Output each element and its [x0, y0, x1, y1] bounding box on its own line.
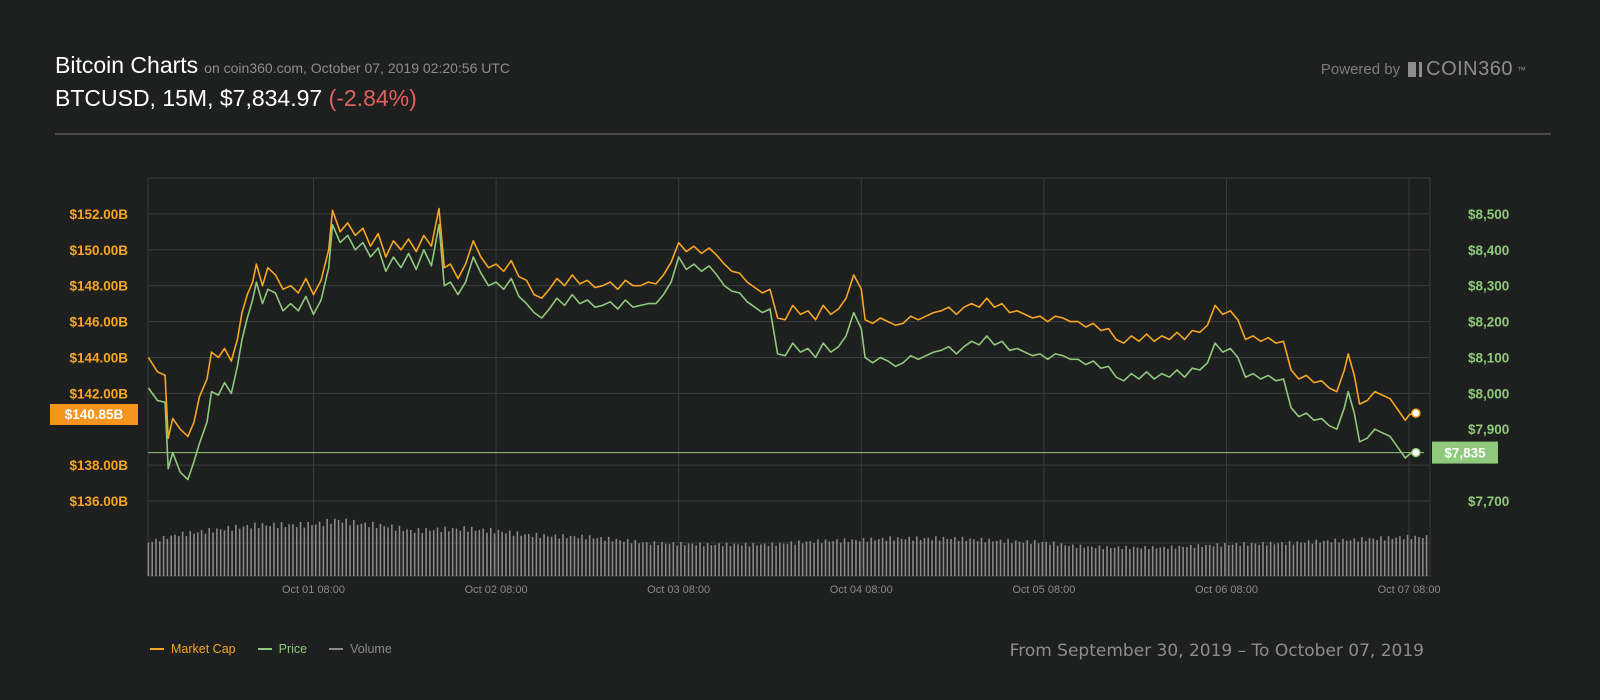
x-axis-tick-label: Oct 04 08:00: [830, 584, 893, 596]
brand-trademark: ™: [1517, 64, 1526, 75]
header-divider: [55, 133, 1551, 135]
x-axis-tick-label: Oct 03 08:00: [647, 584, 710, 596]
legend-swatch-price: [257, 648, 272, 650]
left-axis-tick-label: $142.00B: [69, 386, 128, 401]
left-axis-tick-label: $136.00B: [69, 494, 128, 509]
date-range: From September 30, 2019 – To October 07,…: [1009, 641, 1424, 661]
right-axis-tick-label: $8,500: [1468, 207, 1509, 222]
brand-name: COIN360: [1426, 58, 1513, 80]
left-axis-tick-label: $150.00B: [69, 243, 128, 258]
legend-volume[interactable]: Volume: [329, 642, 392, 656]
page-subtitle: on coin360.com, October 07, 2019 02:20:5…: [204, 60, 511, 76]
current-price-label: $7,835: [1444, 446, 1486, 461]
x-axis-tick-label: Oct 05 08:00: [1012, 584, 1075, 596]
powered-by-label: Powered by: [1320, 61, 1401, 78]
market-cap-series-line: [147, 207, 1414, 439]
current-market-cap-label: $140.85B: [65, 407, 124, 422]
ticker-summary: BTCUSD, 15M, $7,834.97: [55, 85, 323, 111]
ticker-line: BTCUSD, 15M, $7,834.97 (-2.84%): [55, 85, 510, 112]
right-axis-tick-label: $8,300: [1468, 279, 1509, 294]
legend-swatch-volume: [329, 648, 344, 650]
legend-label-volume: Volume: [350, 642, 392, 656]
right-axis-tick-label: $8,400: [1468, 243, 1509, 258]
legend-label-price: Price: [278, 642, 308, 656]
x-axis-tick-label: Oct 06 08:00: [1195, 584, 1258, 596]
right-axis-tick-label: $7,700: [1468, 494, 1509, 509]
legend-swatch-market-cap: [150, 648, 164, 650]
legend-market-cap[interactable]: Market Cap: [150, 642, 236, 656]
x-axis-tick-label: Oct 07 08:00: [1378, 584, 1441, 596]
right-axis-tick-label: $8,000: [1468, 386, 1509, 401]
chart-legend: Market Cap Price Volume: [150, 642, 392, 656]
price-change: (-2.84%): [328, 85, 417, 111]
market-cap-end-marker: [1411, 408, 1421, 418]
left-axis-tick-label: $144.00B: [69, 350, 128, 365]
price-series-line: [147, 223, 1414, 481]
legend-label-market-cap: Market Cap: [171, 642, 236, 656]
x-axis-tick-label: Oct 02 08:00: [465, 584, 528, 596]
plot-frame: [147, 177, 1431, 577]
left-axis-tick-label: $152.00B: [69, 207, 128, 222]
left-axis-tick-label: $146.00B: [69, 315, 128, 330]
x-axis-tick-label: Oct 01 08:00: [282, 584, 345, 596]
left-axis-tick-label: $138.00B: [69, 458, 128, 473]
coin360-logo-icon: [1408, 62, 1423, 77]
page-title: Bitcoin Charts: [55, 52, 199, 78]
left-axis-tick-label: $148.00B: [69, 279, 128, 294]
price-end-marker: [1411, 447, 1421, 458]
chart-header: Bitcoin Charts on coin360.com, October 0…: [55, 52, 510, 112]
current-price-badge: [1432, 441, 1498, 464]
brand-logo[interactable]: COIN360 ™: [1408, 58, 1526, 81]
right-axis-tick-label: $8,200: [1468, 315, 1509, 330]
powered-by[interactable]: Powered by COIN360 ™: [1321, 58, 1526, 81]
legend-price[interactable]: Price: [257, 642, 308, 656]
right-axis-tick-label: $8,100: [1468, 350, 1509, 365]
right-axis-tick-label: $7,900: [1468, 422, 1509, 437]
current-market-cap-badge: [50, 403, 138, 425]
title-line: Bitcoin Charts on coin360.com, October 0…: [55, 52, 510, 79]
